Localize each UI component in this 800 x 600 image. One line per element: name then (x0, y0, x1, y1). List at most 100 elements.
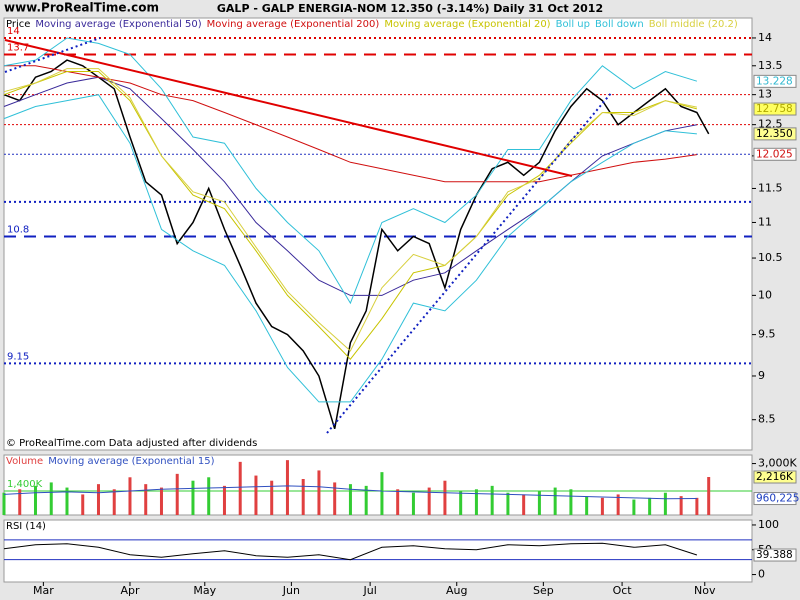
legend-entry: Price (6, 19, 30, 30)
y-tick-label: 8.5 (758, 413, 776, 426)
x-tick-label: Sep (533, 584, 554, 597)
series-line (3, 542, 698, 561)
credit: © ProRealTime.com Data adjusted after di… (6, 438, 257, 449)
x-tick-label: Mar (33, 584, 54, 597)
volume-bar (695, 497, 699, 515)
last-value-box (753, 127, 797, 141)
last-value-box (753, 102, 797, 116)
volume-bar (396, 489, 400, 515)
volume-bar (301, 479, 305, 515)
last-value-label: 12.025 (756, 148, 793, 160)
volume-bar (96, 484, 100, 515)
series-line (3, 68, 698, 352)
legend-entry: Moving average (Exponential 15) (48, 456, 214, 467)
volume-bar (175, 473, 179, 515)
trend-line (4, 37, 101, 73)
volume-bar (33, 485, 37, 515)
site-name: www.ProRealTime.com (4, 1, 159, 15)
volume-bar (553, 487, 557, 515)
trend-line (326, 91, 613, 434)
volume-bar (207, 477, 211, 515)
volume-bar (522, 494, 526, 515)
series-line (4, 65, 697, 183)
volume-bar (254, 475, 258, 515)
chart-title: GALP - GALP ENERGIA-NOM 12.350 (-3.14%) … (217, 2, 603, 15)
y-tick-label: 13 (758, 88, 772, 101)
volume-bar (238, 461, 242, 515)
volume-bar (663, 492, 667, 515)
volume-bar (270, 480, 274, 515)
last-value-label: 960,225 (756, 493, 799, 505)
level-label: 14 (7, 26, 20, 37)
legend-entry: Moving average (Exponential 200) (207, 19, 380, 30)
y-tick-label: 10 (758, 288, 772, 301)
y-tick-label: 0 (758, 568, 765, 581)
volume-bar (333, 482, 337, 515)
volume-bar (317, 470, 321, 515)
y-tick-label: 100 (758, 518, 779, 531)
volume-bar (18, 489, 22, 515)
x-tick-label: Nov (694, 584, 716, 597)
y-tick-label: 10.5 (758, 251, 783, 264)
volume-bar (128, 477, 132, 515)
legend-entry: Boll up (556, 19, 590, 30)
rsi-panel (3, 519, 753, 583)
x-tick-label: Apr (120, 584, 140, 597)
volume-bar (411, 492, 415, 515)
last-value-box (753, 147, 797, 161)
legend-entry: RSI (14) (6, 521, 46, 532)
series-line (3, 94, 697, 403)
x-tick-label: Jul (362, 584, 376, 597)
volume-bar (506, 492, 510, 515)
last-value-label: 12.350 (756, 128, 793, 140)
legend-entry: Moving average (Exponential 20) (384, 19, 550, 30)
volume-bar (632, 499, 636, 515)
volume-bar (191, 480, 195, 515)
volume-bar (49, 482, 53, 515)
last-value-label: 12.758 (756, 103, 793, 115)
y-tick-label: 9.5 (758, 328, 776, 341)
volume-bar (490, 485, 494, 515)
volume-bar (144, 484, 148, 515)
last-value-label: 13.228 (756, 75, 793, 87)
price-panel (3, 17, 753, 451)
legend-entry: Moving average (Exponential 50) (35, 19, 201, 30)
legend-entry: Boll down (595, 19, 644, 30)
level-label: 9.15 (7, 351, 29, 362)
last-value-box (753, 548, 797, 562)
volume-bar (474, 489, 478, 515)
volume-bar (679, 496, 683, 515)
last-value-box (753, 470, 797, 484)
volume-bar (459, 491, 463, 515)
x-tick-label: Oct (613, 584, 633, 597)
y-tick-label: 11.5 (758, 181, 783, 194)
legend-entry: Boll middle (20.2) (649, 19, 738, 30)
last-value-label: 39.388 (756, 549, 793, 561)
series-line (3, 59, 710, 430)
x-tick-label: Aug (446, 584, 467, 597)
last-value-box (753, 492, 797, 506)
series-line (3, 485, 697, 500)
volume-bar (569, 489, 573, 515)
level-label: 10.8 (7, 224, 29, 235)
volume-bar (81, 494, 85, 515)
volume-bar (648, 497, 652, 515)
series-line (3, 71, 698, 360)
level-label: 1,400K (7, 479, 43, 490)
volume-bar (427, 487, 431, 515)
volume-bar (65, 487, 69, 515)
volume-bar (364, 485, 368, 515)
y-tick-label: 9 (758, 369, 765, 382)
volume-bar (380, 472, 384, 515)
volume-bar (707, 477, 711, 515)
volume-bar (537, 491, 541, 515)
volume-bar (443, 480, 447, 515)
level-label: 13.7 (7, 43, 29, 54)
y-tick-label: 13.5 (758, 59, 783, 72)
series-line (3, 37, 698, 305)
last-value-box (753, 74, 797, 88)
volume-bar (348, 484, 352, 515)
volume-bar (285, 460, 289, 515)
last-value-label: 2,216K (756, 471, 794, 483)
volume-bar (159, 487, 163, 515)
